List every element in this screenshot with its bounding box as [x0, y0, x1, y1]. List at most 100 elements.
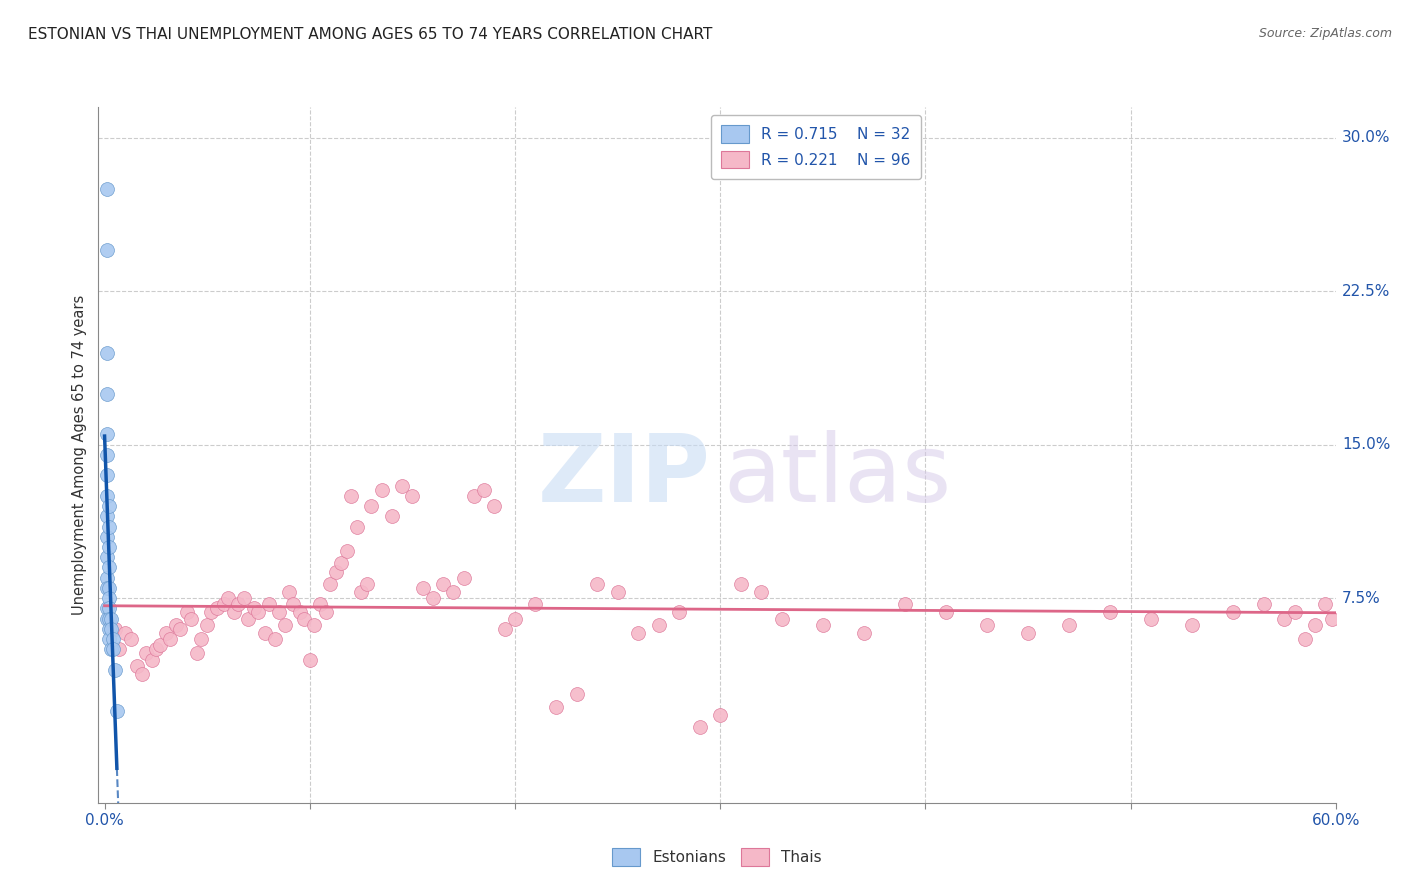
Point	[329, 557, 352, 571]
Point	[96, 182, 118, 196]
Point	[264, 632, 287, 646]
Point	[1222, 606, 1244, 620]
Point	[96, 345, 118, 359]
Point	[689, 720, 711, 734]
Point	[1017, 626, 1039, 640]
Text: Source: ZipAtlas.com: Source: ZipAtlas.com	[1258, 27, 1392, 40]
Point	[852, 626, 875, 640]
Point	[730, 577, 752, 591]
Y-axis label: Unemployment Among Ages 65 to 74 years: Unemployment Among Ages 65 to 74 years	[72, 294, 87, 615]
Point	[257, 597, 280, 611]
Point	[96, 601, 118, 615]
Legend: Estonians, Thais: Estonians, Thais	[606, 842, 828, 871]
Point	[159, 632, 181, 646]
Point	[340, 489, 363, 503]
Point	[96, 509, 118, 524]
Point	[169, 622, 191, 636]
Point	[544, 699, 567, 714]
Point	[100, 642, 122, 657]
Point	[96, 581, 118, 595]
Point	[422, 591, 444, 606]
Point	[97, 591, 120, 606]
Point	[441, 585, 464, 599]
Point	[97, 632, 120, 646]
Point	[114, 626, 136, 640]
Point	[96, 427, 118, 442]
Point	[432, 577, 454, 591]
Point	[135, 647, 157, 661]
Point	[315, 606, 337, 620]
Point	[586, 577, 609, 591]
Point	[709, 707, 731, 722]
Point	[606, 585, 628, 599]
Point	[101, 632, 124, 646]
Point	[472, 483, 495, 497]
Point	[165, 617, 187, 632]
Point	[96, 612, 118, 626]
Point	[100, 612, 122, 626]
Point	[101, 642, 124, 657]
Point	[96, 489, 118, 503]
Point	[1315, 597, 1337, 611]
Point	[346, 519, 368, 533]
Point	[453, 571, 475, 585]
Point	[1284, 606, 1306, 620]
Point	[100, 622, 122, 636]
Point	[360, 499, 382, 513]
Point	[319, 577, 342, 591]
Text: 15.0%: 15.0%	[1341, 437, 1391, 452]
Point	[381, 509, 404, 524]
Text: 22.5%: 22.5%	[1341, 284, 1391, 299]
Point	[412, 581, 434, 595]
Point	[226, 597, 249, 611]
Point	[494, 622, 516, 636]
Point	[108, 642, 131, 657]
Point	[97, 499, 120, 513]
Point	[253, 626, 276, 640]
Point	[247, 606, 270, 620]
Point	[976, 617, 998, 632]
Point	[104, 663, 127, 677]
Point	[96, 386, 118, 401]
Point	[267, 606, 290, 620]
Point	[565, 687, 588, 701]
Point	[238, 612, 260, 626]
Point	[1098, 606, 1121, 620]
Point	[1294, 632, 1316, 646]
Point	[97, 612, 120, 626]
Point	[180, 612, 202, 626]
Point	[176, 606, 198, 620]
Point	[217, 591, 239, 606]
Point	[1303, 617, 1326, 632]
Point	[104, 622, 127, 636]
Point	[97, 540, 120, 554]
Point	[97, 581, 120, 595]
Text: atlas: atlas	[723, 430, 952, 522]
Point	[212, 597, 235, 611]
Point	[145, 642, 167, 657]
Point	[97, 519, 120, 533]
Point	[96, 448, 118, 462]
Point	[195, 617, 218, 632]
Point	[186, 647, 208, 661]
Point	[207, 601, 229, 615]
Point	[302, 617, 325, 632]
Point	[292, 612, 315, 626]
Point	[503, 612, 526, 626]
Point	[97, 560, 120, 574]
Point	[391, 478, 413, 492]
Point	[356, 577, 378, 591]
Point	[309, 597, 332, 611]
Point	[749, 585, 772, 599]
Point	[288, 606, 311, 620]
Point	[350, 585, 373, 599]
Point	[484, 499, 506, 513]
Point	[155, 626, 177, 640]
Point	[325, 565, 347, 579]
Text: 7.5%: 7.5%	[1341, 591, 1381, 606]
Point	[894, 597, 917, 611]
Point	[96, 550, 118, 565]
Point	[627, 626, 650, 640]
Point	[233, 591, 256, 606]
Point	[1140, 612, 1163, 626]
